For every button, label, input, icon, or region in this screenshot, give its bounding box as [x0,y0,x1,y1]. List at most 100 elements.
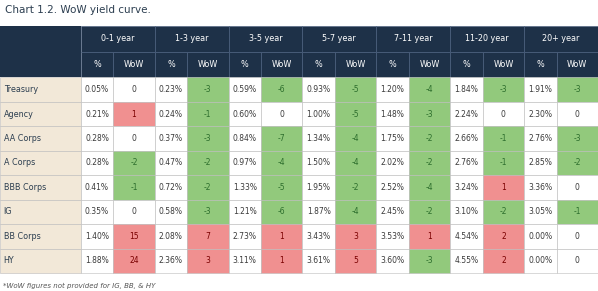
Bar [483,249,524,273]
Bar [81,52,113,77]
Text: 0.24%: 0.24% [159,110,183,119]
Bar [187,175,228,200]
Bar [483,126,524,151]
Text: -2: -2 [500,207,507,216]
Bar [335,175,376,200]
Bar [228,26,303,52]
Bar [0,77,81,102]
Bar [450,175,483,200]
Text: 3.11%: 3.11% [233,256,257,265]
Bar [409,151,450,175]
Bar [261,126,303,151]
Bar [261,224,303,249]
Bar [228,224,261,249]
Text: -4: -4 [352,207,359,216]
Text: -2: -2 [426,134,434,143]
Text: 3.24%: 3.24% [454,183,478,192]
Bar [0,151,81,175]
Text: 3-5 year: 3-5 year [249,34,282,43]
Text: 3.61%: 3.61% [307,256,331,265]
Bar [557,77,598,102]
Bar [0,224,81,249]
Bar [303,126,335,151]
Bar [376,52,409,77]
Bar [335,249,376,273]
Bar [113,249,155,273]
Text: WoW: WoW [198,60,218,69]
Bar [376,224,409,249]
Text: -3: -3 [204,85,212,94]
Text: %: % [241,60,249,69]
Bar [335,224,376,249]
Text: 0.84%: 0.84% [233,134,257,143]
Bar [0,26,81,77]
Text: 2.36%: 2.36% [159,256,183,265]
Bar [524,249,557,273]
Text: 2.45%: 2.45% [380,207,405,216]
Text: %: % [463,60,471,69]
Bar [409,249,450,273]
Text: 0.35%: 0.35% [85,207,109,216]
Text: 3.10%: 3.10% [454,207,478,216]
Text: -5: -5 [278,183,285,192]
Bar [483,200,524,224]
Bar [524,52,557,77]
Bar [524,126,557,151]
Bar [113,175,155,200]
Text: 3: 3 [353,232,358,241]
Text: 1.88%: 1.88% [85,256,109,265]
Text: Agency: Agency [4,110,33,119]
Text: -3: -3 [204,207,212,216]
Text: 15: 15 [129,232,139,241]
Text: 0.41%: 0.41% [85,183,109,192]
Bar [228,175,261,200]
Text: -2: -2 [204,159,212,168]
Text: WoW: WoW [124,60,144,69]
Text: A Corps: A Corps [4,159,35,168]
Text: %: % [167,60,175,69]
Text: 0.47%: 0.47% [159,159,183,168]
Bar [376,175,409,200]
Bar [303,224,335,249]
Text: 1: 1 [279,256,284,265]
Bar [81,249,113,273]
Text: 0.28%: 0.28% [85,134,109,143]
Bar [228,126,261,151]
Text: 1: 1 [501,183,506,192]
Bar [261,77,303,102]
Text: 0: 0 [575,110,579,119]
Bar [155,126,187,151]
Text: 0: 0 [575,232,579,241]
Bar [483,52,524,77]
Bar [483,175,524,200]
Bar [228,151,261,175]
Text: -4: -4 [426,85,434,94]
Bar [261,200,303,224]
Bar [155,224,187,249]
Text: %: % [536,60,544,69]
Bar [228,249,261,273]
Bar [261,175,303,200]
Text: 1.21%: 1.21% [233,207,257,216]
Text: HY: HY [4,256,14,265]
Text: -4: -4 [278,159,285,168]
Bar [557,151,598,175]
Text: -3: -3 [573,134,581,143]
Text: -3: -3 [204,134,212,143]
Text: -1: -1 [130,183,138,192]
Bar [155,151,187,175]
Bar [524,26,598,52]
Text: WoW: WoW [567,60,587,69]
Text: -1: -1 [500,134,507,143]
Text: 0.97%: 0.97% [233,159,257,168]
Text: -1: -1 [573,207,581,216]
Bar [450,26,524,52]
Bar [303,151,335,175]
Bar [155,102,187,126]
Bar [303,249,335,273]
Bar [409,200,450,224]
Text: -1: -1 [500,159,507,168]
Bar [187,249,228,273]
Bar [187,52,228,77]
Bar [557,102,598,126]
